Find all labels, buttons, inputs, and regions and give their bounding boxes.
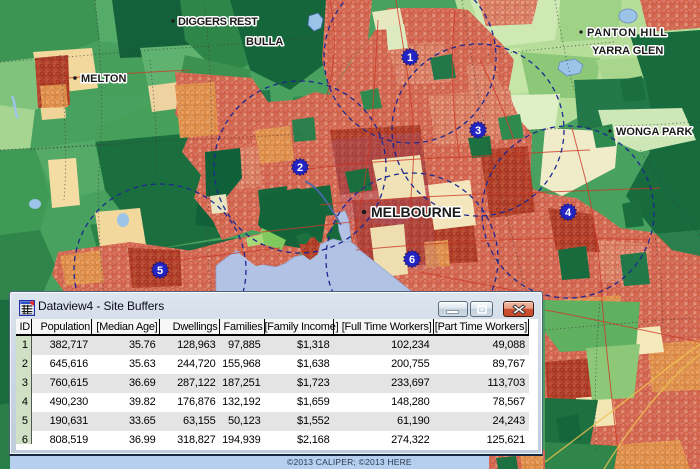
svg-text:MELBOURNE: MELBOURNE — [371, 204, 461, 220]
svg-text:WONGA PARK: WONGA PARK — [616, 126, 692, 138]
svg-text:6: 6 — [409, 254, 415, 266]
svg-text:MELTON: MELTON — [81, 73, 126, 85]
svg-text:4: 4 — [565, 207, 572, 219]
svg-text:1: 1 — [407, 52, 413, 64]
svg-text:2: 2 — [297, 162, 303, 174]
svg-text:DIGGERS REST: DIGGERS REST — [178, 16, 258, 28]
svg-text:YARRA GLEN: YARRA GLEN — [592, 45, 663, 57]
svg-text:5: 5 — [157, 265, 163, 277]
svg-text:3: 3 — [475, 125, 481, 137]
svg-text:BULLA: BULLA — [246, 36, 283, 48]
svg-text:PANTON HILL: PANTON HILL — [587, 27, 668, 39]
